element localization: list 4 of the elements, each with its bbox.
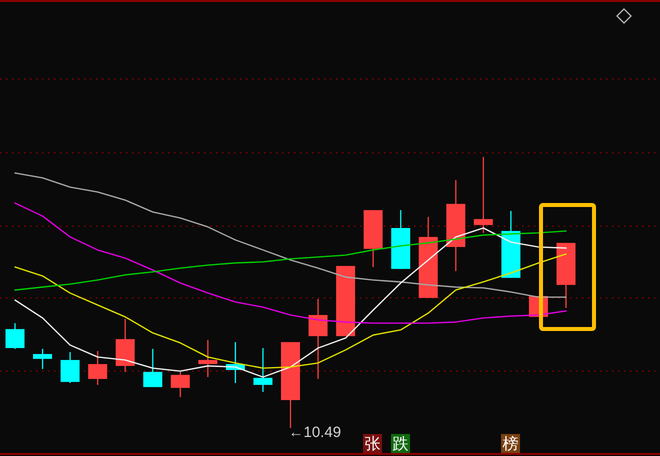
annotation: ←10.49: [288, 424, 342, 441]
text: 张: [364, 435, 380, 453]
text: 榜: [502, 435, 518, 453]
text: 跌: [392, 436, 408, 453]
